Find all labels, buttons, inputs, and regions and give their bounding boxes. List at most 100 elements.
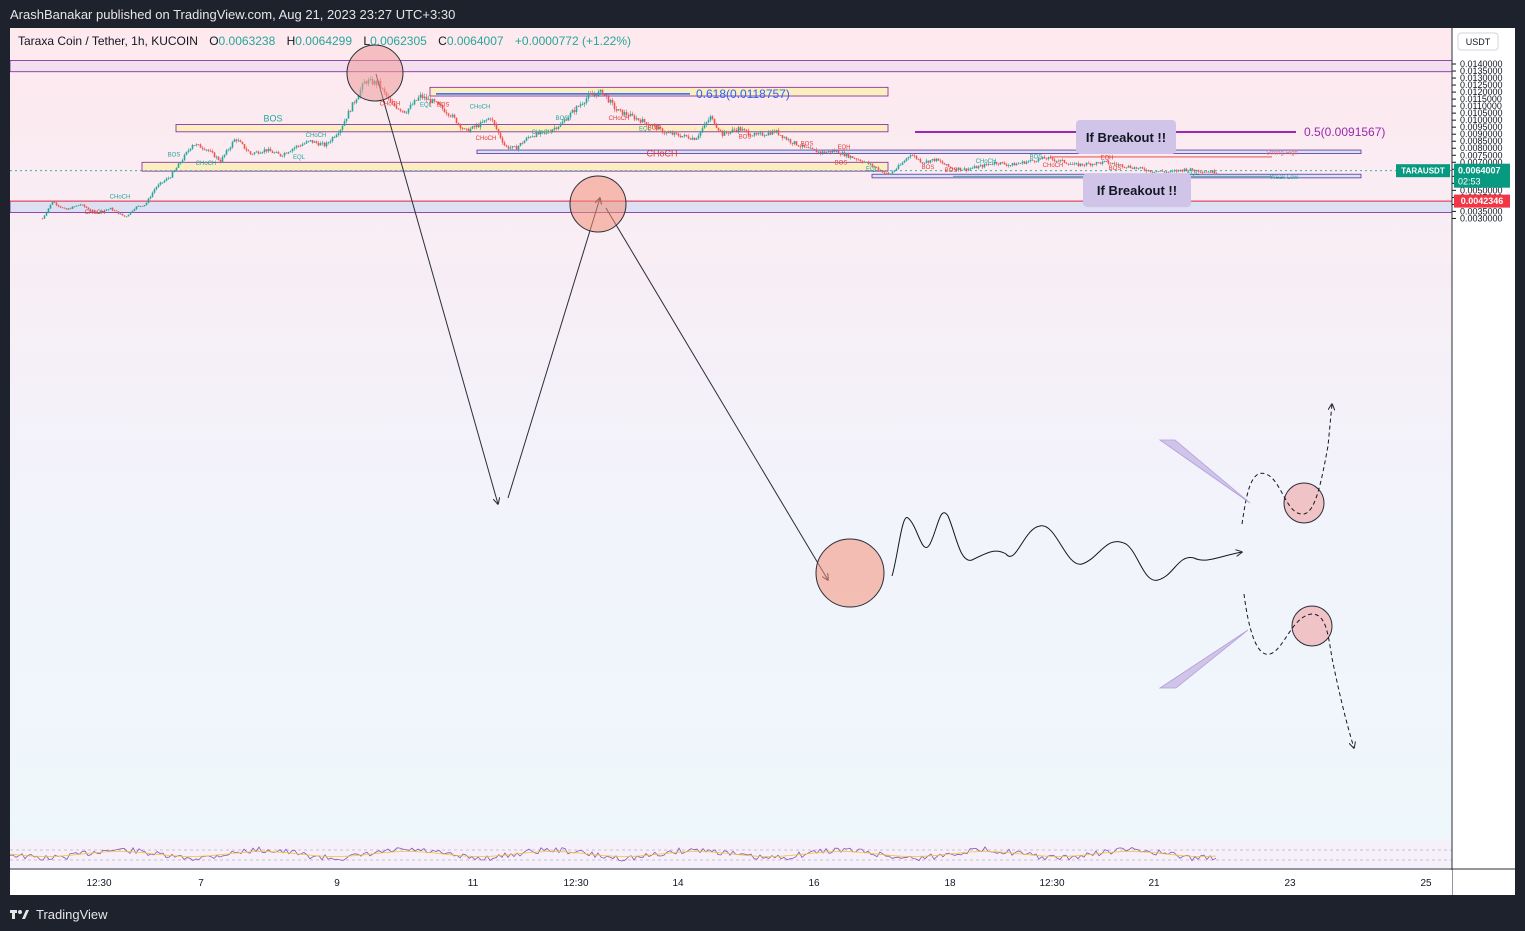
candle-body xyxy=(951,167,954,169)
candle-body xyxy=(215,156,218,158)
candle-body xyxy=(857,159,860,161)
candle-body xyxy=(949,166,952,168)
candle-body xyxy=(573,110,576,113)
candle-body xyxy=(1071,164,1074,165)
candle-body xyxy=(811,147,814,149)
candle-body xyxy=(529,136,532,138)
candle-body xyxy=(1121,164,1124,167)
svg-text:0.0064007: 0.0064007 xyxy=(1458,166,1501,176)
y-tick-label: 0.0070000 xyxy=(1460,157,1503,167)
structure-label: BOS xyxy=(1109,166,1122,172)
candle-body xyxy=(807,147,810,149)
candle-body xyxy=(983,164,986,168)
candle-body xyxy=(1027,160,1030,162)
candle-body xyxy=(451,114,454,117)
candle-body xyxy=(607,96,610,103)
candle-body xyxy=(603,94,606,96)
candle-body xyxy=(293,147,296,149)
callout-box xyxy=(1083,173,1191,208)
candle-body xyxy=(393,102,396,106)
candle-body xyxy=(1143,168,1146,171)
candle-body xyxy=(803,144,806,148)
candle-body xyxy=(197,144,200,146)
candle-body xyxy=(861,161,864,163)
candle-body xyxy=(809,147,812,149)
candle-body xyxy=(77,205,80,207)
candle-body xyxy=(249,151,252,154)
candle-body xyxy=(971,167,974,169)
y-tick-label: 0.0135000 xyxy=(1460,66,1503,76)
candle-body xyxy=(437,101,440,104)
candle-body xyxy=(1079,163,1082,167)
candle-body xyxy=(177,163,180,168)
candle-body xyxy=(919,159,922,163)
zone-middle-order-block xyxy=(175,124,889,133)
candle-body xyxy=(439,103,442,106)
candle-body xyxy=(179,162,182,164)
candle-body xyxy=(911,155,914,157)
candle-body xyxy=(477,125,480,128)
time-scale[interactable] xyxy=(10,870,1452,895)
candle-body xyxy=(795,141,798,146)
candle-body xyxy=(1185,168,1188,171)
candle-body xyxy=(895,168,898,171)
candle-body xyxy=(977,166,980,169)
candle-body xyxy=(755,133,758,135)
candle-body xyxy=(653,124,656,126)
zone-bottom-demand xyxy=(9,200,1453,213)
candle-body xyxy=(925,160,928,163)
candle-body xyxy=(659,126,662,129)
candle-body xyxy=(779,134,782,136)
candle-body xyxy=(169,177,172,179)
candle-body xyxy=(65,208,68,210)
candle-body xyxy=(309,140,312,142)
candle-body xyxy=(1187,170,1190,172)
x-tick-label: 16 xyxy=(808,878,820,889)
candle-body xyxy=(709,116,712,121)
candle-body xyxy=(277,152,280,154)
candle-body xyxy=(1091,163,1094,166)
candle-body xyxy=(683,134,686,137)
candle-body xyxy=(1159,170,1162,172)
candle-body xyxy=(785,137,788,140)
structure-label: CHoCH xyxy=(196,161,217,167)
candle-body xyxy=(1005,164,1008,166)
candle-body xyxy=(513,146,516,147)
candle-body xyxy=(355,99,358,103)
structure-label: Strong High xyxy=(1266,151,1298,157)
candle-body xyxy=(1129,165,1132,168)
x-tick-label: 18 xyxy=(944,878,956,889)
y-tick-label: 0.0030000 xyxy=(1460,213,1503,223)
candle-body xyxy=(1203,171,1206,173)
candle-body xyxy=(693,137,696,140)
candle-body xyxy=(797,145,800,147)
candle-body xyxy=(143,205,146,207)
candle-body xyxy=(1077,163,1080,167)
candle-body xyxy=(957,167,960,171)
candle-body xyxy=(103,210,106,212)
candle-body xyxy=(735,130,738,132)
structure-label: CHoCH xyxy=(476,136,497,142)
candle-body xyxy=(1175,170,1178,172)
callout-text: If Breakout !! xyxy=(1097,183,1177,198)
candle-body xyxy=(1065,162,1068,164)
candle-body xyxy=(515,146,518,150)
candle-body xyxy=(975,166,978,169)
candle-body xyxy=(675,132,678,134)
candle-body xyxy=(441,105,444,109)
candle-body xyxy=(939,160,942,162)
candle-body xyxy=(535,132,538,137)
candle-body xyxy=(991,164,994,166)
candle-body xyxy=(1209,171,1212,173)
currency-button[interactable] xyxy=(1457,32,1499,51)
chart-frame[interactable]: BOS CHoCH CHoCH EQL BOS CHoCH BOS CHoCH CHoCH CHo… xyxy=(9,28,1515,895)
candle-body xyxy=(1099,162,1102,164)
candle-body xyxy=(759,132,762,134)
candle-body xyxy=(417,97,420,101)
candle-body xyxy=(253,152,256,155)
candle-body xyxy=(479,122,482,128)
candle-body xyxy=(927,160,930,163)
symbol-legend[interactable]: Taraxa Coin / Tether, 1h, KUCOIN O0.0063… xyxy=(14,31,631,50)
